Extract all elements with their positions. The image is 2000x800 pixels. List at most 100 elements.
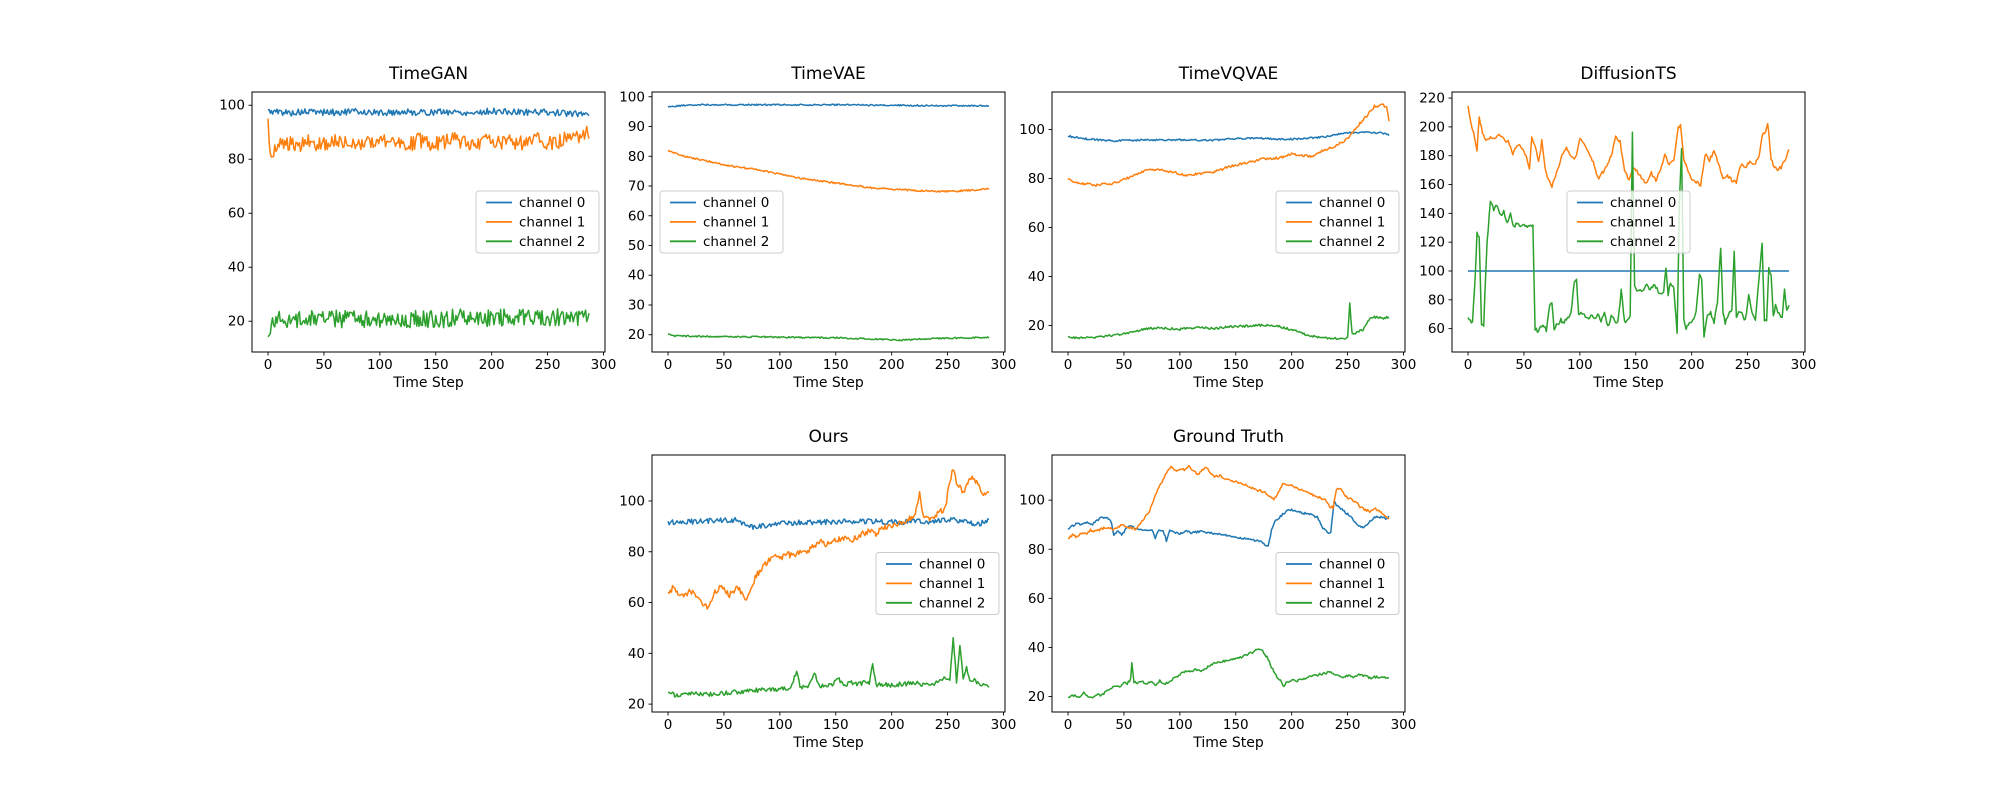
legend: channel 0 channel 1 channel 2 (1275, 552, 1400, 615)
series-line-channel-0 (667, 516, 990, 530)
x-tick-label: 100 (767, 357, 793, 373)
legend-label: channel 2 (1319, 595, 1385, 611)
axes-frame (651, 454, 1006, 713)
x-tick-label: 0 (1064, 357, 1073, 373)
x-tick-label: 50 (315, 357, 332, 373)
x-tick-label: 50 (1115, 717, 1132, 733)
legend-label: channel 0 (919, 557, 985, 573)
series-line-channel-2 (267, 308, 590, 338)
x-tick-label: 200 (1279, 357, 1305, 373)
legend-label: channel 0 (1319, 195, 1385, 211)
x-axis-label-ours: Time Step (793, 735, 864, 751)
x-tick-label: 0 (1064, 717, 1073, 733)
series-line-channel-2 (1467, 131, 1790, 338)
x-tick-label: 0 (664, 717, 673, 733)
y-tick-label: 80 (228, 152, 245, 168)
y-tick-label: 200 (1419, 119, 1445, 135)
series-line-channel-1 (667, 469, 990, 610)
y-tick-label: 100 (1419, 264, 1445, 280)
axes-frame (251, 91, 606, 353)
series-group (267, 107, 590, 338)
y-tick-label: 80 (628, 544, 645, 560)
y-tick-label: 60 (228, 206, 245, 222)
series-line-channel-2 (667, 637, 990, 698)
series-line-channel-0 (1067, 130, 1390, 143)
legend: channel 0 channel 1 channel 2 (875, 552, 1000, 615)
y-tick-label: 20 (628, 327, 645, 343)
series-line-channel-1 (1067, 103, 1390, 187)
x-axis-label-diffusionts: Time Step (1593, 375, 1664, 391)
x-tick-label: 150 (1623, 357, 1649, 373)
y-tick-label: 40 (628, 268, 645, 284)
subplot-timevae: 0 50 100 150 200 250 300 20 30 40 50 60 70 80 90 100 cha… (619, 89, 1016, 373)
series-group (667, 469, 990, 698)
x-tick-label: 300 (591, 357, 617, 373)
y-tick-label: 80 (628, 149, 645, 165)
y-tick-label: 40 (228, 260, 245, 276)
series-group (1067, 464, 1390, 699)
x-tick-label: 200 (879, 357, 905, 373)
x-tick-label: 300 (991, 717, 1017, 733)
x-axis-label-timegan: Time Step (393, 375, 464, 391)
x-tick-label: 100 (1567, 357, 1593, 373)
y-tick-label: 120 (1419, 235, 1445, 251)
series-line-channel-0 (267, 107, 590, 118)
y-tick-label: 140 (1419, 206, 1445, 222)
x-tick-label: 50 (1115, 357, 1132, 373)
x-axis-label-timevae: Time Step (793, 375, 864, 391)
y-tick-label: 180 (1419, 148, 1445, 164)
legend-label: channel 0 (519, 195, 585, 211)
series-line-channel-1 (1067, 464, 1390, 540)
legend-box (1566, 190, 1691, 254)
y-tick-label: 20 (628, 697, 645, 713)
series-line-channel-2 (1068, 648, 1390, 699)
x-tick-label: 100 (767, 717, 793, 733)
y-tick-label: 80 (1028, 171, 1045, 187)
series-group (1067, 103, 1390, 340)
series-line-channel-1 (267, 118, 590, 158)
y-tick-label: 20 (1028, 689, 1045, 705)
legend-label: channel 1 (703, 214, 769, 230)
y-tick-label: 100 (1019, 122, 1045, 138)
y-tick-label: 80 (1028, 542, 1045, 558)
legend-label: channel 1 (1610, 214, 1676, 230)
x-tick-label: 200 (1679, 357, 1705, 373)
legend: channel 0 channel 1 channel 2 (475, 190, 600, 254)
y-tick-label: 220 (1419, 91, 1445, 107)
y-tick-label: 100 (1019, 493, 1045, 509)
y-tick-label: 100 (619, 89, 645, 105)
x-tick-label: 250 (935, 357, 961, 373)
legend: channel 0 channel 1 channel 2 (1566, 190, 1691, 254)
y-tick-label: 100 (619, 493, 645, 509)
subplot-title-timegan: TimeGAN (388, 64, 469, 84)
subplot-title-timevqvae: TimeVQVAE (1178, 64, 1279, 84)
y-tick-label: 100 (219, 98, 245, 114)
legend-label: channel 1 (1319, 214, 1385, 230)
y-tick-label: 40 (628, 646, 645, 662)
legend-label: channel 1 (519, 214, 585, 230)
series-line-channel-0 (667, 103, 990, 108)
x-tick-label: 150 (823, 717, 849, 733)
subplot-title-timevae: TimeVAE (791, 64, 866, 84)
x-tick-label: 0 (264, 357, 273, 373)
x-tick-label: 150 (423, 357, 449, 373)
x-tick-label: 250 (1335, 357, 1361, 373)
y-tick-label: 90 (628, 119, 645, 135)
x-axis-label-ground-truth: Time Step (1193, 735, 1264, 751)
y-tick-label: 60 (1028, 220, 1045, 236)
x-tick-label: 100 (1167, 357, 1193, 373)
series-line-channel-0 (1067, 499, 1390, 547)
x-tick-label: 150 (1223, 717, 1249, 733)
x-tick-label: 0 (1464, 357, 1473, 373)
legend-label: channel 2 (1319, 234, 1385, 250)
x-tick-label: 50 (715, 357, 732, 373)
x-tick-label: 200 (1279, 717, 1305, 733)
x-tick-label: 150 (823, 357, 849, 373)
x-tick-label: 50 (715, 717, 732, 733)
legend-label: channel 2 (919, 595, 985, 611)
y-tick-label: 40 (1028, 269, 1045, 285)
legend-box (475, 190, 600, 254)
